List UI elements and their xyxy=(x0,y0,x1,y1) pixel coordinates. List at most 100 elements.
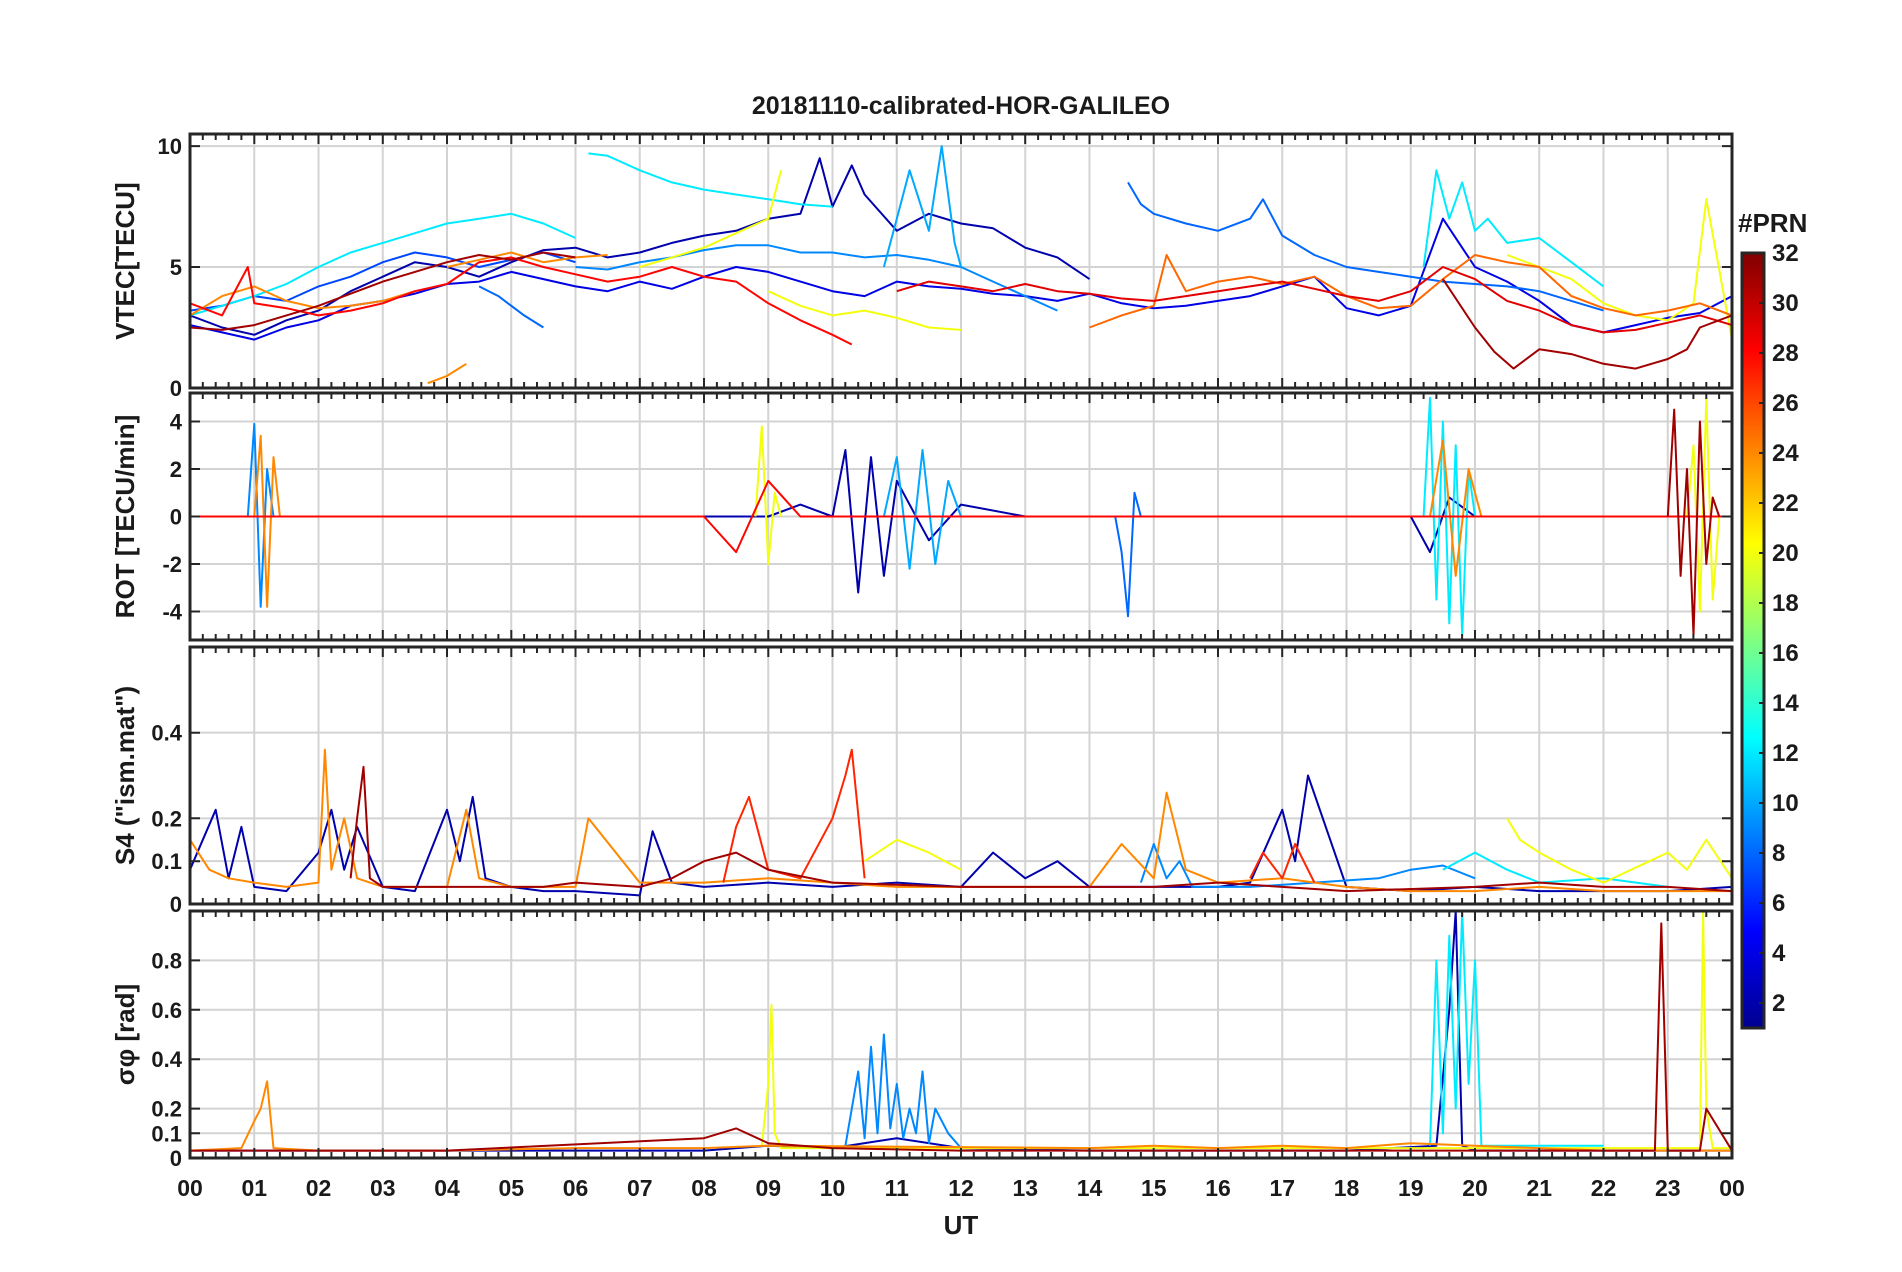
colorbar-tick-label: 24 xyxy=(1772,440,1799,467)
series-prn-8 xyxy=(1114,491,1142,618)
series-prn-20 xyxy=(1506,817,1732,884)
colorbar-tick-label: 30 xyxy=(1772,290,1799,317)
series-prn-20 xyxy=(754,425,783,565)
colorbar-tick-label: 12 xyxy=(1772,740,1799,767)
y-tick-label: 0.1 xyxy=(151,849,182,874)
x-tick-label: 11 xyxy=(885,1175,910,1201)
series-prn-29 xyxy=(896,266,1732,334)
y-tick-label: 0 xyxy=(170,892,182,917)
series-prn-12 xyxy=(190,212,576,317)
chart-title: 20181110-calibrated-HOR-GALILEO xyxy=(751,92,1171,120)
series-prn-24 xyxy=(1429,439,1483,577)
y-tick-label: -4 xyxy=(162,600,182,625)
x-tick-label: 13 xyxy=(1012,1175,1038,1201)
series-prn-12 xyxy=(1422,169,1605,288)
x-tick-label: 01 xyxy=(241,1175,267,1201)
series-prn-9 xyxy=(575,244,1058,312)
x-tick-label: 12 xyxy=(948,1175,974,1201)
panel-frame xyxy=(188,909,1734,1160)
series-prn-28 xyxy=(190,256,853,346)
x-tick-label: 20 xyxy=(1462,1175,1488,1201)
y-tick-label: 4 xyxy=(170,410,183,435)
y-tick-label: 0.4 xyxy=(151,721,182,746)
series-prn-24 xyxy=(190,748,1732,893)
y-tick-label: 0.2 xyxy=(151,1097,182,1122)
y-tick-label: 0.2 xyxy=(151,806,182,831)
y-tick-label: 0 xyxy=(170,505,182,530)
y-tick-label: 0 xyxy=(170,376,182,401)
y-tick-label: 10 xyxy=(158,134,182,159)
x-tick-label: 16 xyxy=(1205,1175,1231,1201)
x-tick-label: 22 xyxy=(1591,1175,1617,1201)
panel-3: 0 0.1 0.2 0.4 S4 ("ism.mat") xyxy=(110,645,1734,917)
colorbar-tick-label: 22 xyxy=(1772,490,1799,517)
series-prn-20 xyxy=(767,290,962,331)
colorbar-tick-label: 26 xyxy=(1772,390,1799,417)
series-prn-24 xyxy=(190,285,416,317)
colorbar-tick-label: 28 xyxy=(1772,340,1799,367)
series-prn-9 xyxy=(246,422,275,608)
x-tick-label: 10 xyxy=(820,1175,846,1201)
series-prn-27 xyxy=(722,748,866,883)
colorbar-tick-label: 14 xyxy=(1772,690,1799,717)
colorbar-bar xyxy=(1740,251,1766,1030)
x-tick-label: 18 xyxy=(1334,1175,1360,1201)
x-tick-label: 08 xyxy=(691,1175,717,1201)
colorbar-tick-label: 6 xyxy=(1772,890,1785,917)
x-tick-label: 03 xyxy=(370,1175,396,1201)
panel-2: -4 -2 0 2 4 ROT [TECU/min] xyxy=(110,391,1734,642)
colorbar-tick-label: 16 xyxy=(1772,640,1799,667)
panel-frame xyxy=(188,645,1734,906)
y-axis-label: ROT [TECU/min] xyxy=(110,415,140,619)
x-tick-label: 21 xyxy=(1526,1175,1552,1201)
series-prn-20 xyxy=(639,170,783,268)
series-prn-12 xyxy=(1442,851,1668,888)
y-tick-label: -2 xyxy=(162,552,182,577)
series-prn-12 xyxy=(1429,911,1604,1147)
series-prn-31 xyxy=(1442,278,1732,370)
x-tick-label: 04 xyxy=(434,1175,460,1201)
series-prn-2 xyxy=(190,157,1091,336)
series-prn-24 xyxy=(427,362,467,385)
series-prn-20 xyxy=(864,838,962,871)
x-tick-label: 14 xyxy=(1077,1175,1103,1201)
colorbar-tick-label: 8 xyxy=(1772,840,1785,867)
series-prn-24 xyxy=(446,251,608,268)
x-tick-label: 06 xyxy=(563,1175,589,1201)
panel-4: 00.10.2 0.4 0.6 0.8 σφ [rad] xyxy=(110,909,1734,1171)
x-tick-label: 17 xyxy=(1269,1175,1295,1201)
y-axis-label: S4 ("ism.mat") xyxy=(110,686,140,865)
x-tick-label: 02 xyxy=(306,1175,332,1201)
series-prn-10 xyxy=(882,145,962,268)
series-prn-8 xyxy=(1127,181,1604,312)
y-ticks xyxy=(190,420,1732,613)
y-tick-label: 0.8 xyxy=(151,948,182,973)
colorbar-tick-label: 2 xyxy=(1772,990,1785,1017)
series-prn-31 xyxy=(1666,408,1721,637)
colorbar-tick-label: 10 xyxy=(1772,790,1799,817)
series-prn-24 xyxy=(253,434,281,608)
series-prn-8 xyxy=(478,285,544,329)
series-prn-20 xyxy=(760,911,1732,1150)
panel-1: 0 5 10 VTEC[TECU] xyxy=(110,132,1734,401)
series-prn-9 xyxy=(844,1033,962,1149)
series-prn-28 xyxy=(190,479,1732,554)
panel-frame xyxy=(188,391,1734,642)
series-prn-27 xyxy=(1249,843,1316,884)
series-prn-12 xyxy=(588,152,833,208)
series-group xyxy=(190,748,1732,897)
series-group xyxy=(190,145,1732,385)
y-tick-label: 2 xyxy=(170,457,182,482)
colorbar-title: #PRN xyxy=(1738,208,1808,238)
x-tick-label: 05 xyxy=(498,1175,524,1201)
series-prn-10 xyxy=(882,449,962,570)
series-prn-12 xyxy=(1422,396,1476,637)
series-prn-31 xyxy=(190,251,576,331)
x-tick-label: 00 xyxy=(177,1175,203,1201)
y-tick-label: 0 xyxy=(170,1146,182,1171)
y-tick-label: 0.6 xyxy=(151,998,182,1023)
y-axis-label: VTEC[TECU] xyxy=(110,182,140,339)
